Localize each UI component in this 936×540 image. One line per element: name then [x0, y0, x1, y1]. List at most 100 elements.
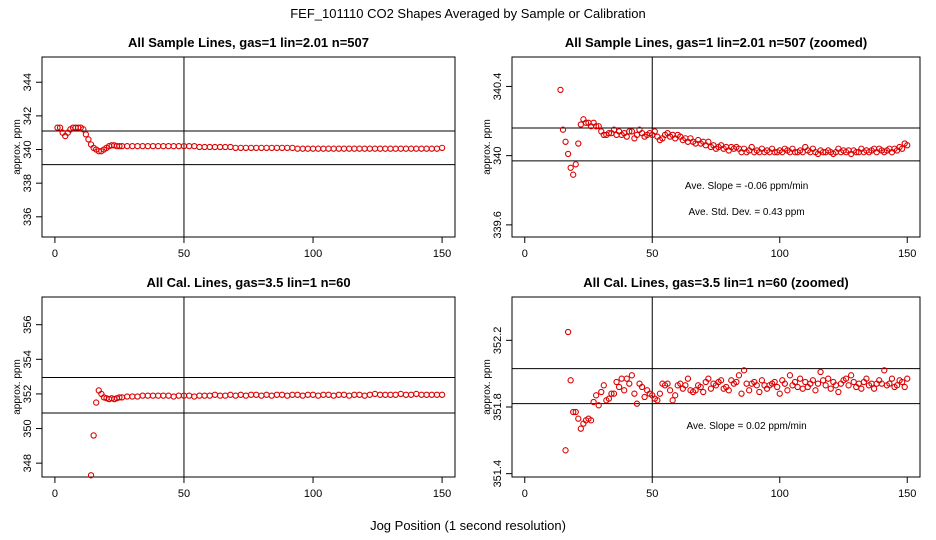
data-point	[835, 388, 842, 396]
plot-frame	[41, 56, 456, 238]
data-point	[315, 145, 322, 152]
data-point	[335, 391, 342, 398]
data-point	[786, 372, 794, 379]
data-point	[641, 393, 648, 401]
y-tick-label: 340	[22, 140, 34, 158]
data-point	[682, 382, 689, 389]
data-point	[289, 144, 296, 151]
data-point	[175, 392, 182, 399]
data-point	[56, 124, 64, 131]
data-point	[886, 380, 893, 387]
data-point	[664, 380, 671, 387]
data-point	[299, 145, 306, 152]
data-point	[356, 145, 363, 152]
data-point	[557, 86, 564, 94]
data-point	[93, 399, 100, 406]
data-point	[382, 391, 389, 398]
data-point	[407, 391, 415, 398]
data-point	[402, 145, 410, 152]
data-point	[175, 143, 182, 150]
data-point	[242, 144, 250, 151]
data-point	[402, 391, 410, 398]
plot-frame	[511, 56, 921, 238]
data-point	[577, 425, 584, 432]
data-point	[725, 387, 732, 394]
data-point	[423, 391, 430, 398]
data-point	[817, 368, 824, 376]
panel-title: All Cal. Lines, gas=3.5 lin=1 n=60	[146, 275, 350, 290]
data-point	[351, 391, 358, 398]
data-point	[784, 387, 791, 394]
data-point	[237, 391, 244, 398]
data-point	[227, 143, 234, 151]
x-tick-label: 100	[771, 248, 789, 260]
data-point	[247, 391, 255, 398]
data-point	[577, 121, 584, 128]
data-point	[771, 378, 778, 386]
y-axis-label: approx. ppm	[482, 359, 493, 415]
x-tick-label: 50	[178, 248, 190, 260]
data-point	[278, 391, 286, 398]
data-point	[827, 385, 834, 392]
x-tick-label: 0	[522, 248, 528, 260]
data-point	[325, 391, 332, 398]
data-point	[397, 145, 404, 152]
data-point	[904, 375, 911, 382]
data-point	[407, 145, 415, 152]
y-tick-label: 348	[22, 454, 34, 472]
data-point	[809, 377, 817, 384]
data-point	[564, 328, 572, 336]
data-point	[85, 136, 92, 143]
data-point	[791, 378, 799, 386]
data-point	[222, 143, 229, 151]
data-point	[54, 124, 61, 131]
panel-title: All Cal. Lines, gas=3.5 lin=1 n=60 (zoom…	[583, 275, 849, 290]
x-tick-label: 100	[771, 488, 789, 500]
data-point	[621, 387, 628, 394]
data-point	[888, 375, 896, 382]
data-point	[438, 144, 446, 151]
data-point	[196, 143, 203, 151]
data-point	[129, 143, 136, 150]
data-point	[315, 392, 322, 399]
data-point	[587, 417, 595, 424]
data-point	[567, 377, 574, 384]
data-point	[165, 143, 172, 150]
data-point	[340, 391, 348, 398]
y-tick-label: 336	[22, 208, 34, 226]
x-tick-label: 150	[898, 488, 916, 500]
data-point	[628, 128, 635, 135]
y-tick-label: 350	[22, 419, 34, 437]
data-point	[232, 144, 239, 151]
data-point	[633, 400, 641, 407]
data-point	[268, 144, 275, 151]
x-tick-label: 50	[646, 248, 658, 260]
data-point	[253, 144, 260, 151]
annotation: Ave. Slope = -0.06 ppm/min	[685, 181, 809, 192]
data-point	[600, 382, 607, 389]
data-point	[170, 143, 177, 150]
x-tick-label: 0	[52, 488, 58, 500]
data-point	[562, 447, 569, 454]
data-point	[848, 372, 855, 379]
data-point	[613, 378, 620, 386]
data-point	[222, 392, 229, 399]
data-point	[626, 128, 633, 135]
data-point	[850, 378, 857, 386]
data-point	[631, 390, 638, 397]
data-point	[268, 392, 275, 399]
x-tick-label: 0	[522, 488, 528, 500]
data-point	[139, 143, 146, 150]
data-point	[201, 392, 208, 399]
data-point	[692, 387, 699, 394]
data-point	[853, 149, 860, 156]
data-point	[247, 144, 255, 151]
data-point	[361, 392, 368, 399]
data-point	[330, 392, 337, 399]
data-point	[376, 145, 384, 152]
data-point	[598, 388, 605, 396]
data-point	[858, 385, 865, 392]
data-point	[669, 397, 676, 404]
data-point	[814, 380, 822, 387]
data-point	[799, 385, 806, 392]
